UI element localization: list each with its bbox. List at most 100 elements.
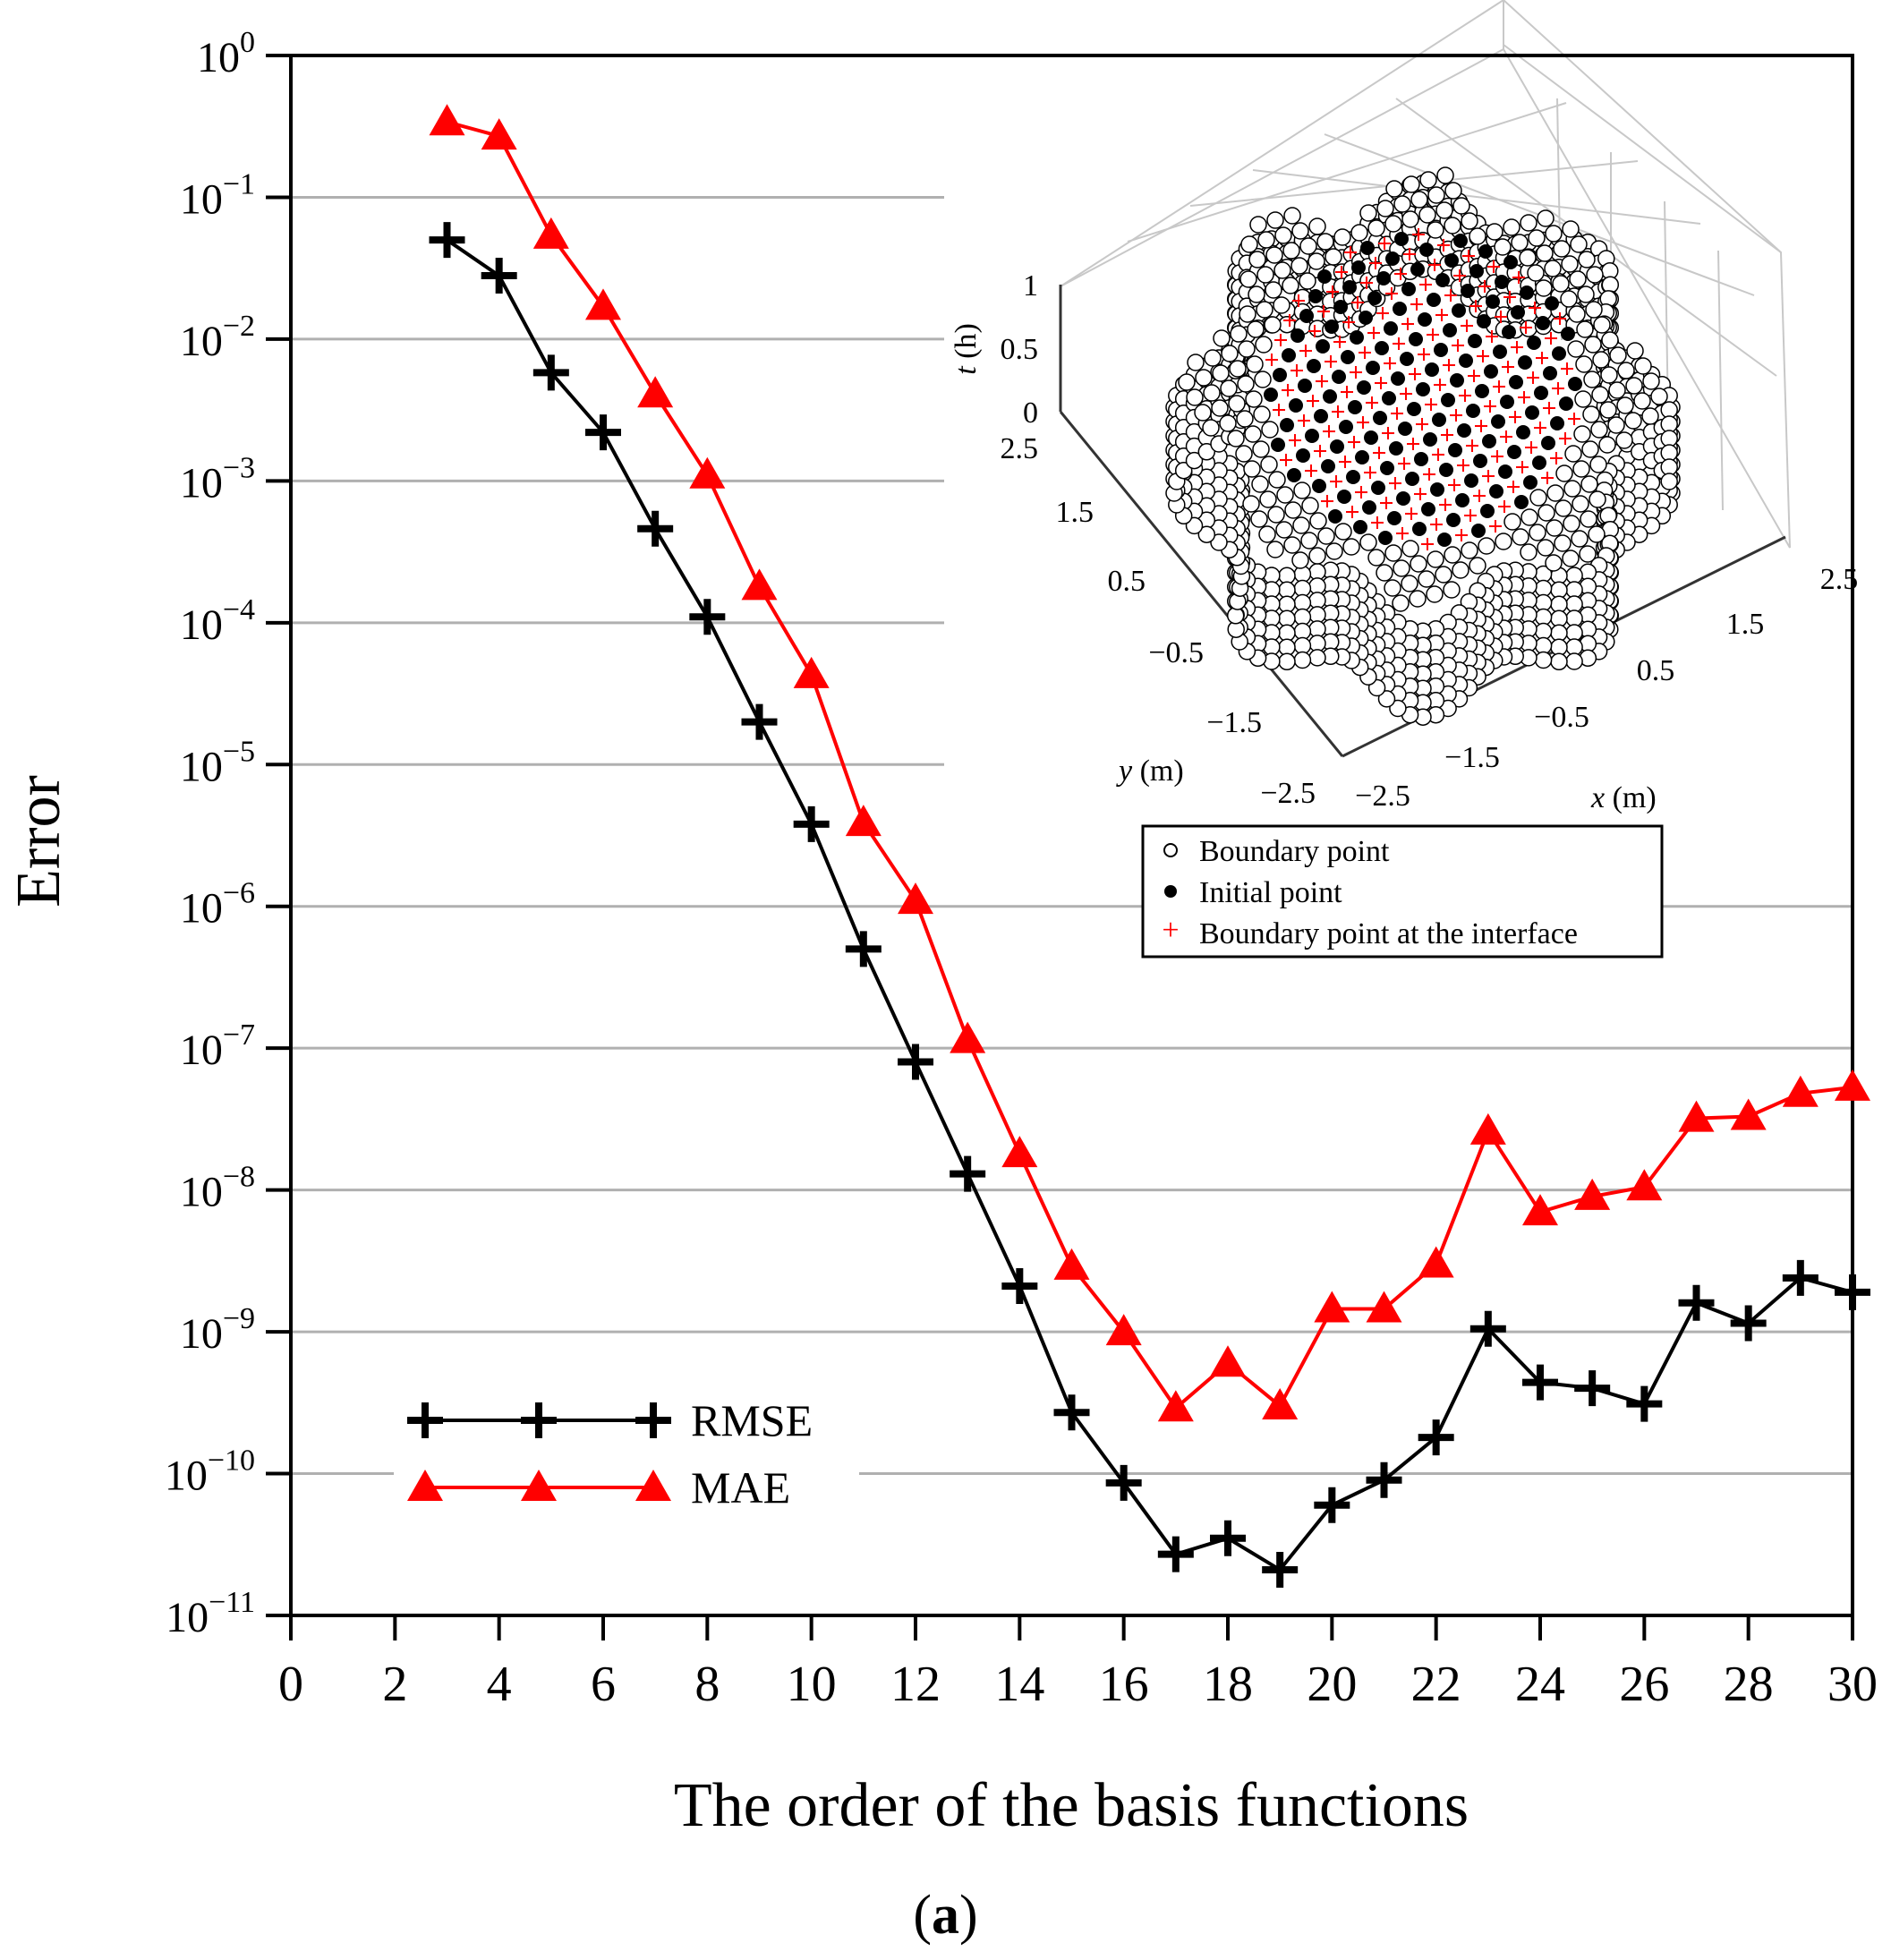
inset-boundary-point — [1563, 480, 1581, 498]
inset-interface-point — [1487, 260, 1500, 273]
mae-point — [950, 1021, 986, 1053]
inset-interface-point — [1425, 398, 1437, 411]
inset-boundary-point — [1308, 649, 1326, 667]
inset-boundary-point — [1256, 301, 1273, 319]
rmse-point — [845, 931, 882, 967]
series-line-rmse — [446, 238, 1853, 1572]
inset-boundary-point — [1220, 379, 1238, 397]
inset-boundary-point — [1579, 545, 1597, 563]
inset-initial-point — [1394, 232, 1409, 246]
inset-boundary-point — [1293, 651, 1312, 669]
inset-boundary-point — [1469, 227, 1486, 245]
inset-initial-point — [1271, 438, 1285, 452]
inset-initial-point — [1416, 382, 1430, 396]
inset-legend: Boundary point Initial point + Boundary … — [1141, 824, 1664, 959]
inset-boundary-point — [1308, 547, 1326, 565]
inset-interface-point — [1534, 422, 1546, 434]
inset-boundary-point — [1265, 281, 1282, 299]
inset-initial-point — [1384, 321, 1398, 336]
inset-interface-point — [1525, 441, 1538, 454]
inset-y-axis-title: y (m) — [1116, 754, 1184, 788]
inset-initial-point — [1559, 396, 1573, 411]
inset-boundary-point — [1228, 395, 1246, 413]
x-tick-label: 8 — [694, 1657, 720, 1712]
inset-interface-point — [1484, 400, 1496, 413]
inset-boundary-point — [1550, 652, 1568, 671]
inset-initial-point — [1360, 241, 1375, 255]
inset-interface-point — [1410, 298, 1423, 311]
inset-interface-point — [1339, 456, 1351, 468]
inset-boundary-point — [1219, 414, 1237, 432]
inset-interface-point — [1443, 359, 1455, 371]
inset-interface-point — [1520, 321, 1532, 334]
inset-initial-point — [1296, 448, 1310, 463]
inset-boundary-point — [1195, 369, 1213, 387]
inset-boundary-point — [1202, 419, 1220, 437]
inset-boundary-point — [1534, 651, 1553, 669]
legend: RMSE MAE — [394, 1383, 859, 1517]
inset-initial-point — [1405, 472, 1419, 486]
inset-interface-point — [1543, 402, 1555, 414]
inset-boundary-point — [1478, 537, 1495, 555]
inset-boundary-point — [1384, 215, 1402, 233]
rmse-point — [898, 1044, 933, 1080]
inset-boundary-point — [1185, 516, 1204, 535]
inset-boundary-point — [1586, 266, 1604, 284]
inset-interface-point — [1495, 311, 1507, 323]
inset-boundary-point — [1290, 257, 1308, 275]
inset-boundary-point — [1359, 533, 1377, 551]
inset-initial-point — [1396, 491, 1410, 506]
rmse-point — [1105, 1464, 1142, 1501]
inset-initial-point — [1435, 273, 1450, 287]
inset-boundary-point — [1590, 421, 1608, 439]
inset-initial-point — [1527, 336, 1541, 350]
inset-interface-point — [1316, 375, 1328, 388]
inset-interface-point — [1382, 427, 1394, 439]
inset-boundary-point — [1401, 540, 1419, 558]
inset-initial-point — [1289, 398, 1303, 413]
inset-interface-point — [1409, 368, 1421, 380]
inset-initial-point — [1273, 368, 1287, 382]
legend-mae-marker — [635, 1470, 671, 1501]
inset-boundary-point — [1299, 237, 1317, 255]
inset-boundary-point — [1185, 451, 1204, 470]
filled-circle-icon — [1164, 885, 1177, 898]
inset-interface-point — [1430, 518, 1443, 531]
inset-initial-point — [1371, 481, 1385, 495]
mae-point — [1262, 1387, 1299, 1419]
mae-point — [689, 456, 726, 489]
inset-interface-point — [1355, 486, 1367, 499]
inset-interface-point — [1283, 314, 1296, 327]
x-tick-label: 2 — [382, 1657, 407, 1712]
inset-boundary-point — [1584, 336, 1602, 354]
y-tick-label: 10−7 — [180, 1018, 255, 1074]
inset-interface-point — [1308, 325, 1321, 337]
inset-interface-point — [1554, 312, 1566, 325]
inset-boundary-point — [1240, 235, 1258, 253]
inset-interface-point — [1462, 250, 1475, 262]
inset-boundary-point — [1291, 551, 1309, 569]
inset-initial-point — [1350, 330, 1364, 345]
y-tick-label: 10−10 — [165, 1444, 255, 1500]
inset-z-tick-label: 0 — [1023, 396, 1038, 430]
inset-initial-point — [1421, 502, 1435, 516]
inset-initial-point — [1441, 393, 1455, 407]
y-tick-label: 100 — [197, 26, 255, 81]
inset-boundary-point — [1299, 272, 1316, 290]
inset-boundary-point — [1564, 445, 1582, 463]
inset-interface-point — [1351, 296, 1364, 309]
mae-point — [1157, 1390, 1194, 1422]
inset-interface-point — [1326, 285, 1339, 298]
inset-boundary-point — [1560, 290, 1578, 308]
inset-boundary-point — [1568, 305, 1586, 323]
inset-initial-point — [1282, 348, 1296, 362]
inset-boundary-point — [1581, 440, 1599, 458]
inset-boundary-point — [1325, 542, 1343, 560]
rmse-point — [1262, 1551, 1299, 1588]
inset-initial-point — [1450, 373, 1464, 388]
inset-interface-point — [1373, 447, 1385, 459]
inset-interface-point — [1448, 479, 1461, 491]
inset-interface-point — [1507, 481, 1520, 493]
inset-boundary-point — [1174, 461, 1193, 480]
inset-boundary-point — [1203, 384, 1221, 402]
